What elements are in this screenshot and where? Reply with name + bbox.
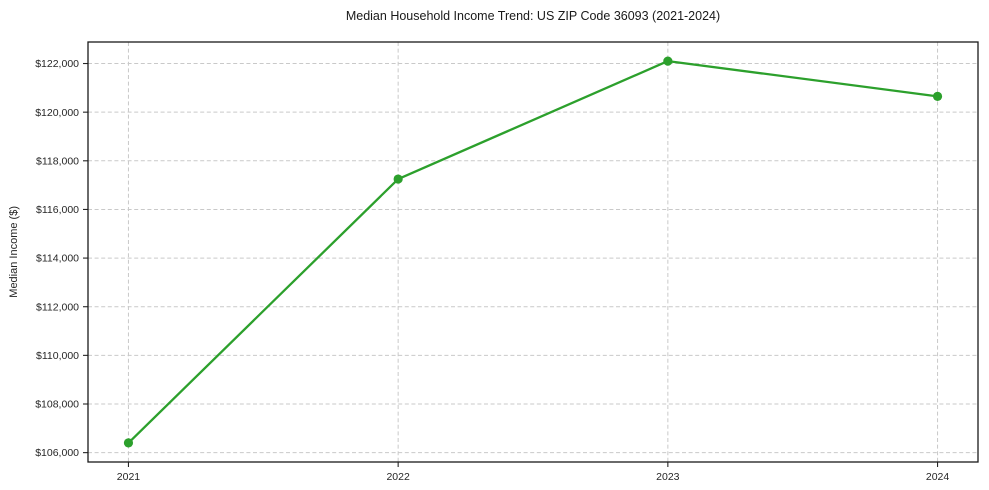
data-point bbox=[123, 438, 134, 448]
y-tick-label: $114,000 bbox=[36, 253, 79, 265]
y-axis-label: Median Income ($) bbox=[8, 206, 20, 298]
y-axis-label-wrap: Median Income ($) bbox=[4, 42, 24, 462]
y-tick-label: $112,000 bbox=[36, 301, 79, 313]
plot-border bbox=[87, 41, 979, 463]
data-point bbox=[932, 91, 943, 101]
data-line bbox=[127, 59, 939, 445]
x-tick-label: 2021 bbox=[117, 471, 141, 483]
y-tick-label: $120,000 bbox=[35, 107, 79, 119]
data-point bbox=[663, 56, 673, 66]
y-tick-label: $106,000 bbox=[35, 447, 79, 459]
y-tick-label: $110,000 bbox=[36, 350, 79, 362]
x-tick-label: 2024 bbox=[926, 471, 950, 483]
chart-title: Median Household Income Trend: US ZIP Co… bbox=[345, 9, 721, 23]
data-point bbox=[393, 174, 403, 184]
y-tick-label: $118,000 bbox=[36, 155, 79, 167]
y-tick-label: $122,000 bbox=[35, 58, 79, 70]
x-tick-label: 2022 bbox=[386, 471, 410, 483]
x-tick-label: 2023 bbox=[656, 471, 680, 483]
y-tick-label: $116,000 bbox=[36, 204, 79, 216]
y-tick-label: $108,000 bbox=[35, 399, 79, 411]
